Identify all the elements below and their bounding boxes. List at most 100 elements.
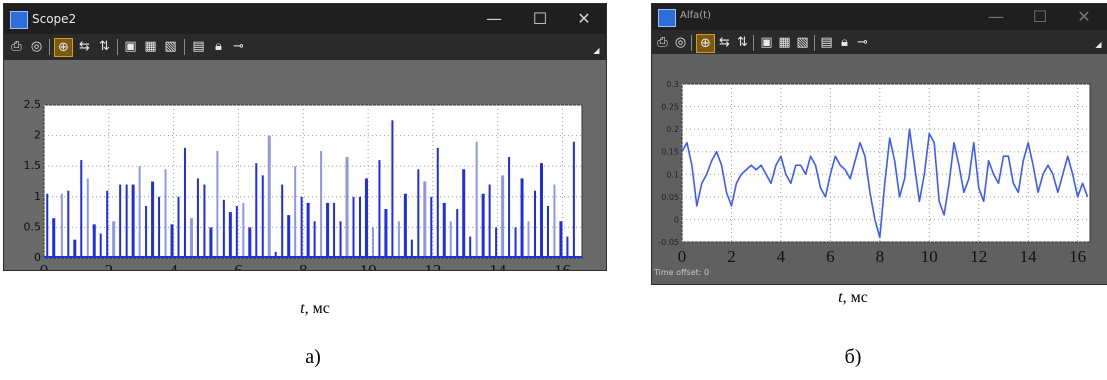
data-bar: [462, 169, 466, 258]
data-bar: [242, 202, 245, 258]
data-bar: [534, 190, 537, 258]
minimize-button[interactable]: —: [486, 9, 502, 28]
maximize-button[interactable]: ☐: [532, 9, 548, 28]
data-bar: [449, 221, 452, 258]
x-tick-label: 0: [40, 261, 49, 270]
scope2-plot[interactable]: 0 0.5 1 1.5 2 2.5 0 2 4 6 8 10 12 14 16: [4, 4, 606, 270]
data-bar: [177, 196, 180, 258]
signal-select-icon[interactable]: ⊸: [233, 39, 244, 54]
dock-arrow-icon[interactable]: ◢: [593, 46, 600, 55]
data-bar: [86, 178, 89, 258]
data-bar: [274, 251, 277, 258]
floating-scope-icon[interactable]: ▤: [820, 35, 833, 50]
data-bar: [138, 166, 141, 258]
save-axes-icon[interactable]: ▦: [144, 39, 157, 54]
y-tick-label: 1: [34, 190, 41, 203]
data-bar: [196, 178, 199, 258]
y-tick-label: 0.1: [666, 170, 679, 179]
close-button[interactable]: ✕: [577, 9, 591, 28]
signal-select-icon[interactable]: ⊸: [857, 35, 868, 50]
zoom-x-icon[interactable]: ⇆: [79, 39, 90, 54]
data-bar: [469, 236, 472, 258]
y-tick-label: 0.3: [666, 80, 679, 89]
data-bar: [481, 193, 485, 258]
data-bar: [125, 184, 128, 258]
x-tick-label: 6: [826, 247, 835, 266]
data-bar: [60, 193, 63, 258]
zoom-y-icon[interactable]: ⇅: [99, 39, 110, 54]
x-tick-label: 16: [1069, 247, 1086, 266]
data-bar: [313, 221, 316, 258]
x-tick-label: 8: [299, 261, 308, 270]
data-bar: [170, 224, 174, 258]
zoom-icon[interactable]: ⊕: [696, 34, 715, 53]
maximize-button[interactable]: ☐: [1032, 7, 1048, 26]
data-bar: [255, 163, 258, 258]
right-axis-caption: t, мс: [818, 289, 888, 307]
print-icon[interactable]: ⎙: [11, 39, 22, 54]
titlebar[interactable]: Alfa(t) — ☐ ✕: [652, 4, 1107, 30]
data-bar: [306, 202, 310, 258]
x-tick-label: 4: [777, 247, 786, 266]
print-icon[interactable]: ⎙: [657, 35, 668, 50]
toolbar-divider: [814, 35, 815, 51]
y-tick-label: 0.25: [661, 103, 679, 112]
data-bar: [572, 141, 575, 258]
zoom-y-icon[interactable]: ⇅: [737, 35, 748, 50]
data-bar: [508, 157, 511, 258]
autoscale-icon[interactable]: ▣: [124, 39, 137, 54]
matlab-app-icon: [10, 11, 28, 29]
data-bar: [364, 178, 368, 258]
x-tick-label: 10: [921, 247, 938, 266]
lock-icon[interactable]: 🔒︎: [841, 35, 848, 50]
y-tick-label: 1.5: [24, 159, 42, 172]
data-bar: [566, 236, 569, 258]
dock-arrow-icon[interactable]: ◢: [1095, 40, 1102, 49]
close-button[interactable]: ✕: [1077, 7, 1091, 26]
data-bar: [475, 141, 478, 258]
toolbar-divider: [184, 39, 185, 55]
save-axes-icon[interactable]: ▦: [778, 35, 791, 50]
data-bar: [158, 196, 161, 258]
zoom-icon[interactable]: ⊕: [54, 38, 73, 57]
data-bar: [345, 157, 349, 258]
floating-scope-icon[interactable]: ▤: [192, 39, 205, 54]
titlebar[interactable]: Scope2 — ☐ ✕: [4, 4, 606, 34]
minimize-button[interactable]: —: [988, 7, 1004, 26]
y-tick-label: 0.15: [661, 148, 679, 157]
plot-area: [681, 83, 1091, 243]
parameters-icon[interactable]: ◎: [674, 35, 687, 50]
data-bar: [514, 227, 517, 258]
data-bar: [281, 184, 284, 258]
restore-axes-icon[interactable]: ▧: [796, 35, 809, 50]
parameters-icon[interactable]: ◎: [30, 39, 43, 54]
data-bar: [145, 205, 148, 258]
data-bar: [209, 227, 213, 258]
y-tick-label: 0: [674, 215, 679, 224]
zoom-x-icon[interactable]: ⇆: [719, 35, 730, 50]
autoscale-icon[interactable]: ▣: [760, 35, 773, 50]
data-bar: [99, 233, 102, 258]
panel-label-b: б): [844, 346, 862, 368]
axis-variable: t: [838, 289, 843, 306]
data-bar: [228, 212, 232, 258]
data-bar: [52, 218, 56, 258]
y-tick-label: 0: [34, 251, 41, 264]
lock-icon[interactable]: 🔒︎: [215, 39, 222, 54]
toolbar-divider: [753, 35, 754, 51]
x-tick-label: 8: [876, 247, 885, 266]
toolbar-divider: [117, 39, 118, 55]
left-axis-caption: t, мс: [280, 300, 350, 318]
data-bar: [358, 196, 361, 258]
data-bar: [333, 202, 336, 258]
panel-label-a: а): [305, 346, 321, 368]
data-bar: [339, 221, 342, 258]
data-bar: [417, 169, 420, 258]
data-bar: [183, 147, 186, 258]
restore-axes-icon[interactable]: ▧: [164, 39, 177, 54]
data-bar: [501, 175, 505, 258]
scope-window-right: Alfa(t) — ☐ ✕ ⎙ ◎ ⊕ ⇆ ⇅ ▣ ▦ ▧ ▤ 🔒︎ ⊸ ◢ -…: [651, 3, 1107, 285]
data-bar: [371, 227, 374, 258]
data-bar: [92, 224, 96, 258]
